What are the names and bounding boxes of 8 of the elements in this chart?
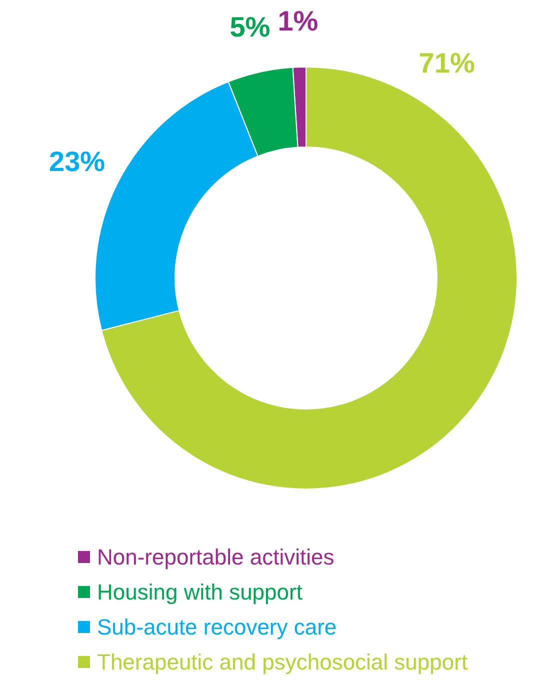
legend-label: Housing with support <box>97 580 302 604</box>
data-label: 71% <box>418 48 475 79</box>
data-label: 23% <box>48 146 106 177</box>
legend-label: Non-reportable activities <box>97 544 334 570</box>
legend-label: Therapeutic and psychosocial support <box>97 650 468 674</box>
data-label: 1% <box>278 6 318 37</box>
data-label: 5% <box>230 12 270 43</box>
legend-label: Sub-acute recovery care <box>97 614 337 640</box>
